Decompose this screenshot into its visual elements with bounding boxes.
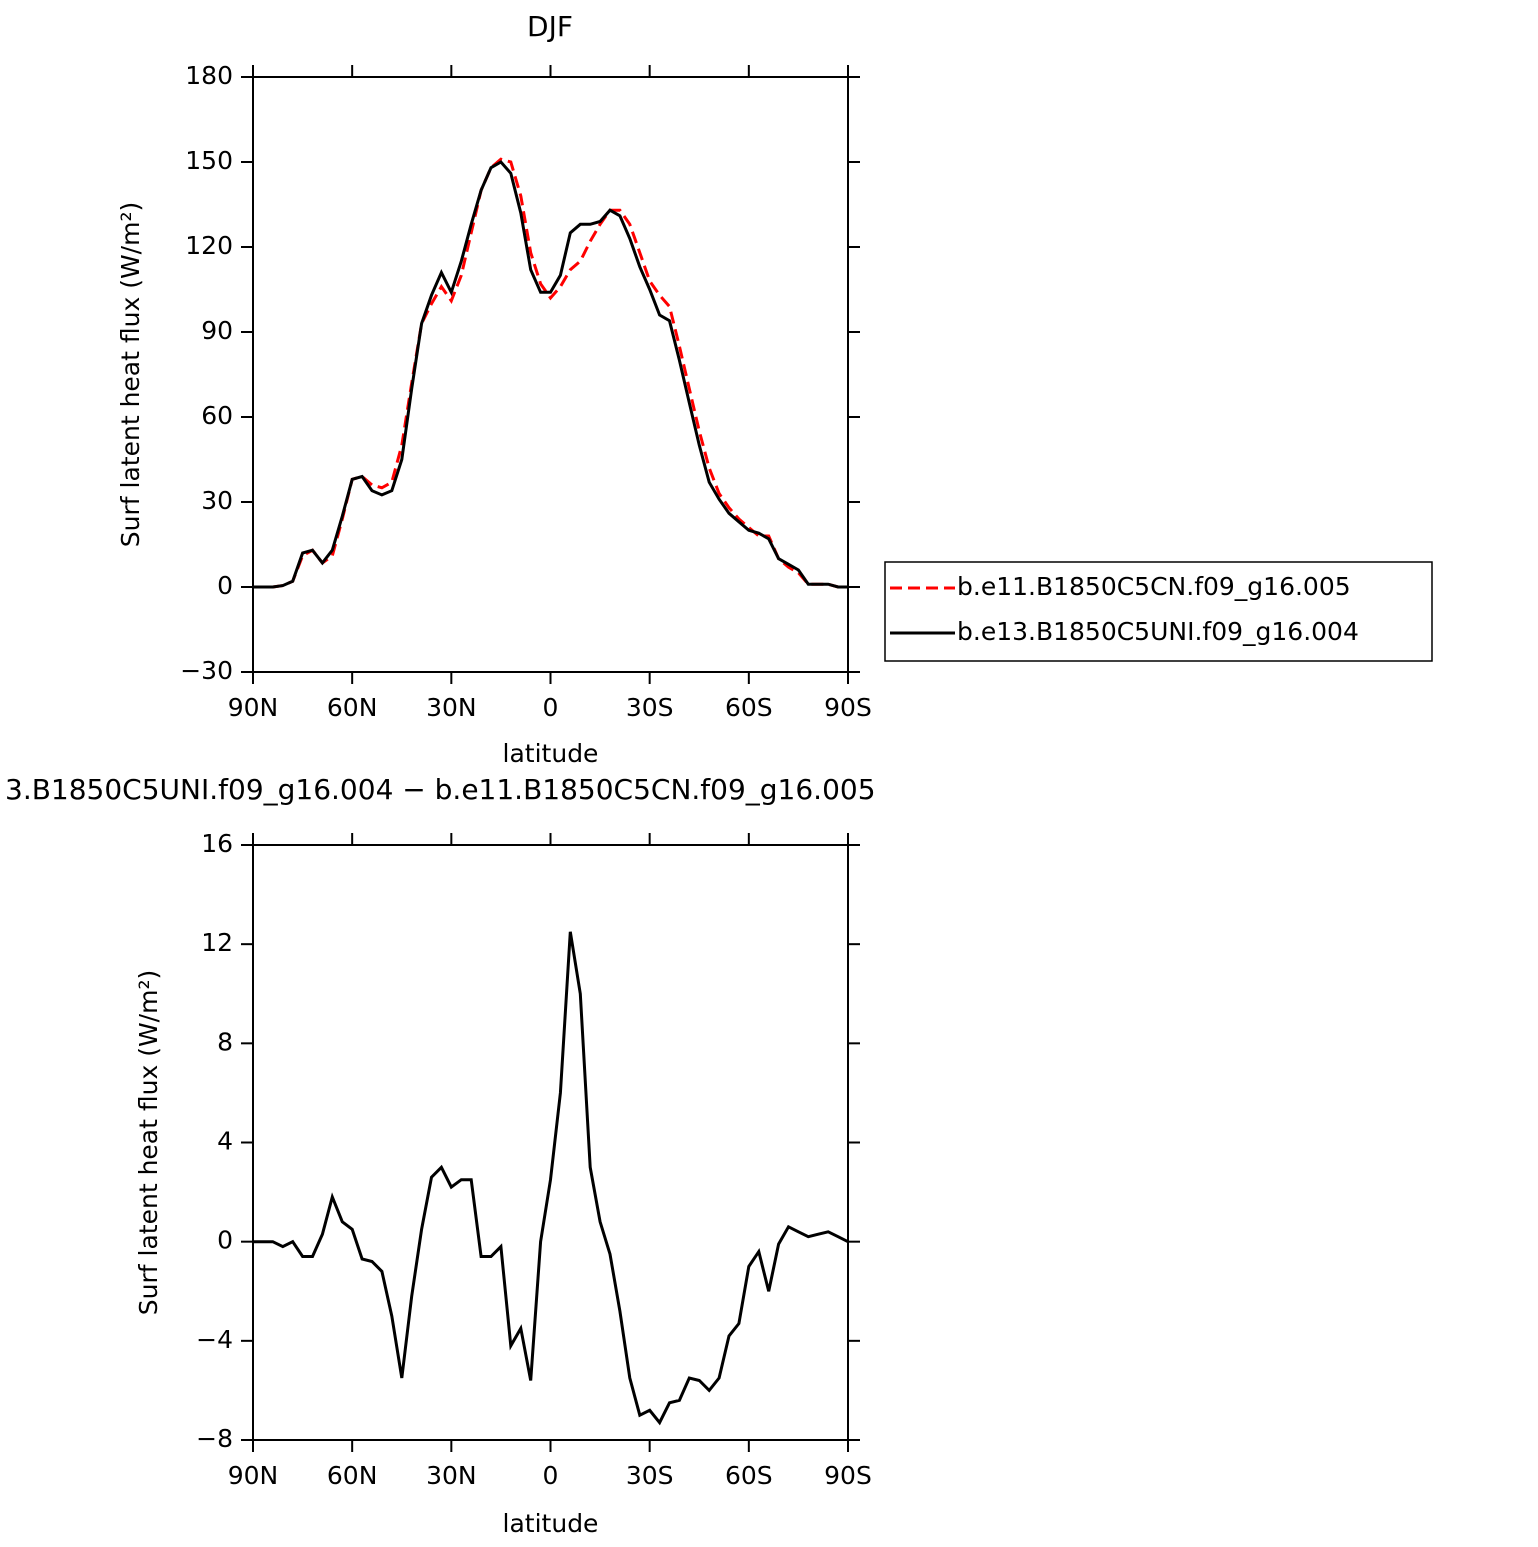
y-tick-label: 8 — [217, 1027, 233, 1056]
y-tick-label: 12 — [201, 928, 233, 957]
plot-frame — [252, 76, 849, 673]
x-tick-label: 90N — [228, 1461, 279, 1490]
x-tick-label: 60N — [327, 693, 378, 722]
x-tick-label: 90S — [824, 693, 872, 722]
legend: b.e11.B1850C5CN.f09_g16.005 b.e13.B1850C5… — [884, 561, 1433, 662]
y-tick-label: 16 — [201, 829, 233, 858]
x-axis-label: latitude — [503, 1509, 599, 1538]
x-tick-label: 0 — [543, 693, 559, 722]
x-tick-label: 0 — [543, 1461, 559, 1490]
legend-label: b.e13.B1850C5UNI.f09_g16.004 — [957, 617, 1359, 646]
x-tick-label: 30N — [426, 1461, 477, 1490]
y-tick-label: 150 — [185, 146, 233, 175]
x-tick-label: 90N — [228, 693, 279, 722]
y-tick-label: 4 — [217, 1127, 233, 1156]
data-line — [253, 160, 848, 589]
chart-title: DJF — [527, 10, 573, 43]
x-tick-label: 30S — [626, 1461, 674, 1490]
y-axis-label: Surf latent heat flux (W/m²) — [116, 202, 145, 547]
x-axis-label: latitude — [503, 739, 599, 768]
x-tick-label: 60S — [725, 693, 773, 722]
data-line — [253, 157, 848, 589]
y-tick-label: −8 — [196, 1424, 233, 1453]
y-tick-label: 120 — [185, 231, 233, 260]
chart-title: 3.B1850C5UNI.f09_g16.004 − b.e11.B1850C5… — [5, 773, 876, 806]
data-line — [253, 931, 849, 1426]
x-tick-label: 60S — [725, 1461, 773, 1490]
y-tick-label: 60 — [201, 401, 233, 430]
plot-frame — [252, 844, 849, 1441]
y-tick-label: −30 — [180, 656, 233, 685]
y-tick-label: 180 — [185, 61, 233, 90]
legend-frame — [884, 561, 1433, 662]
y-tick-label: 90 — [201, 316, 233, 345]
y-tick-label: 0 — [217, 1226, 233, 1255]
x-tick-label: 30N — [426, 693, 477, 722]
y-tick-label: 0 — [217, 571, 233, 600]
y-tick-label: 30 — [201, 486, 233, 515]
y-axis-label: Surf latent heat flux (W/m²) — [134, 970, 163, 1315]
x-tick-label: 60N — [327, 1461, 378, 1490]
x-tick-label: 30S — [626, 693, 674, 722]
y-tick-label: −4 — [196, 1325, 233, 1354]
legend-label: b.e11.B1850C5CN.f09_g16.005 — [957, 572, 1351, 601]
x-tick-label: 90S — [824, 1461, 872, 1490]
